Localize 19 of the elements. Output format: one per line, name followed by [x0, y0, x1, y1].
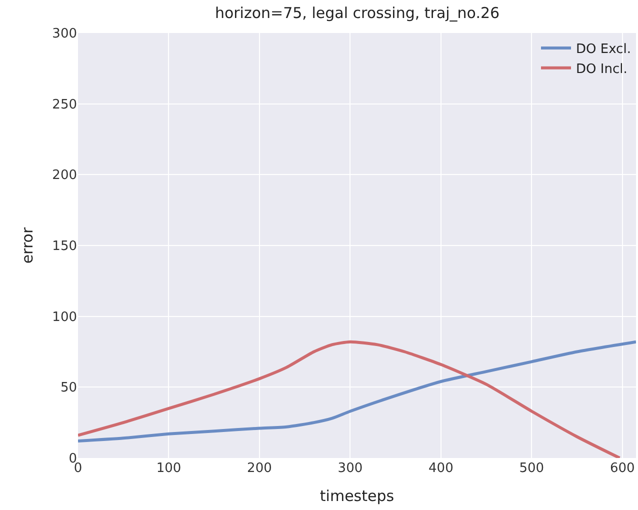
x-axis-title: timesteps	[320, 487, 394, 505]
x-tick-label: 500	[519, 461, 544, 476]
chart-title: horizon=75, legal crossing, traj_no.26	[214, 4, 500, 22]
y-tick-label: 50	[60, 380, 77, 396]
x-tick-label: 400	[428, 461, 454, 476]
line-series	[78, 340, 622, 458]
y-tick-label: 250	[52, 97, 77, 112]
x-tick-label: 200	[247, 461, 272, 476]
x-tick-label: 300	[338, 461, 363, 476]
legend-label: DO Excl.	[576, 42, 631, 58]
x-tick-label: 100	[156, 461, 182, 476]
x-tick-label: 600	[610, 461, 635, 476]
y-tick-label: 200	[52, 168, 77, 184]
y-axis-title: error	[18, 226, 36, 264]
y-tick-label: 100	[52, 310, 77, 325]
y-tick-label: 300	[52, 26, 77, 42]
line-series	[78, 340, 636, 442]
legend-label: DO Incl.	[576, 62, 628, 77]
y-tick-label: 150	[52, 239, 77, 254]
